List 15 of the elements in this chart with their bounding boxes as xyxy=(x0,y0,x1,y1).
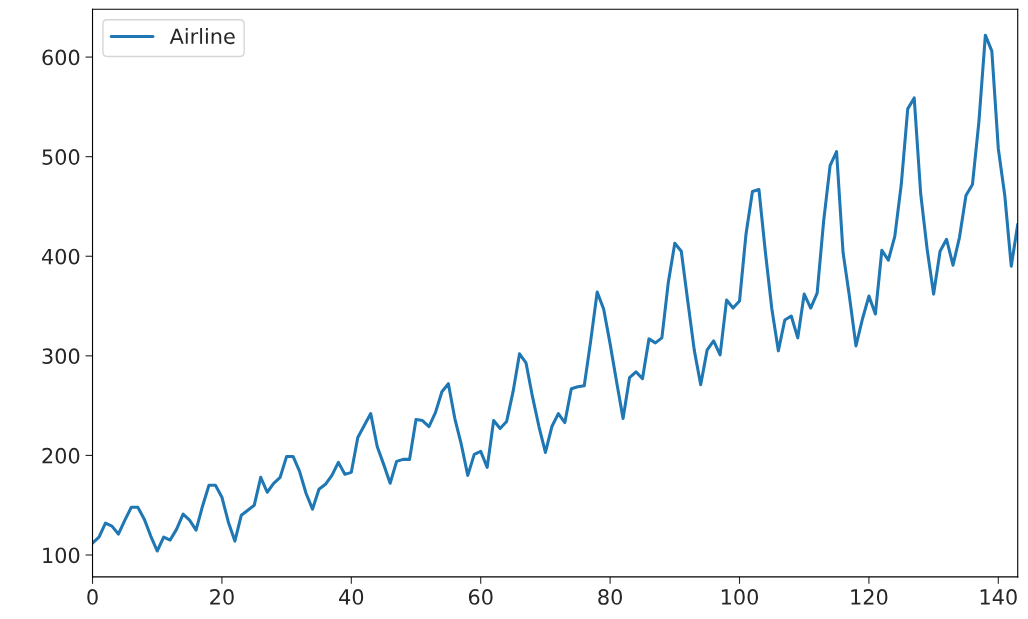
x-tick-label: 40 xyxy=(339,589,364,605)
x-tick-label: 100 xyxy=(721,589,759,605)
y-tick-label: 200 xyxy=(42,447,80,464)
x-tick-label: 80 xyxy=(598,589,622,605)
y-tick-label: 100 xyxy=(43,547,80,564)
y-tick-label: 300 xyxy=(42,348,80,365)
x-tick-label: 120 xyxy=(851,589,888,605)
y-tick-label: 500 xyxy=(42,149,80,165)
y-tick-label: 600 xyxy=(42,49,80,66)
x-tick-label: 20 xyxy=(210,589,234,605)
x-tick-label: 0 xyxy=(87,589,98,605)
x-tick-label: 60 xyxy=(468,589,493,605)
legend-label: Airline xyxy=(169,28,235,45)
y-tick-label: 400 xyxy=(41,248,80,265)
x-tick-label: 140 xyxy=(980,589,1017,605)
